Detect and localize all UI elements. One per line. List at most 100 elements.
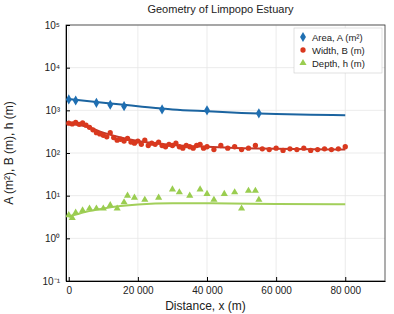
- y-tick-label: 10⁰: [45, 233, 60, 244]
- x-tick-label: 0: [66, 285, 72, 296]
- point: [93, 98, 99, 108]
- point: [315, 147, 320, 152]
- x-axis-title: Distance, x (m): [165, 299, 246, 313]
- x-tick-mark: [276, 277, 277, 281]
- point: [121, 101, 127, 111]
- y-tick: 10⁵: [45, 20, 70, 31]
- point: [252, 187, 259, 193]
- point: [141, 196, 148, 202]
- y-tick-label: 10⁻¹: [43, 276, 61, 287]
- point: [255, 196, 262, 202]
- y-tick: 10¹: [46, 190, 70, 201]
- point: [159, 104, 165, 114]
- point: [120, 198, 127, 204]
- y-tick-mark: [66, 110, 70, 111]
- point: [273, 145, 278, 150]
- point: [301, 145, 306, 150]
- y-tick: 10⁻¹: [43, 276, 70, 287]
- legend-marker: [299, 59, 306, 65]
- point: [211, 147, 216, 152]
- legend-label: Width, B (m): [312, 45, 365, 56]
- y-axis-title: A (m²), B (m), h (m): [2, 101, 16, 204]
- fit-line: [69, 99, 345, 115]
- y-tick-mark: [66, 281, 70, 282]
- point: [253, 143, 258, 148]
- point: [329, 147, 334, 152]
- point: [79, 206, 86, 212]
- point: [142, 138, 147, 143]
- legend-marker: [300, 47, 305, 52]
- point: [204, 144, 209, 149]
- point: [260, 146, 265, 151]
- point: [225, 145, 230, 150]
- point: [221, 190, 228, 196]
- point: [114, 204, 121, 210]
- point: [232, 144, 237, 149]
- x-tick: 20 000: [123, 277, 154, 296]
- point: [155, 194, 162, 200]
- plot-frame: [66, 25, 385, 281]
- point: [72, 209, 79, 215]
- point: [336, 146, 341, 151]
- legend-label: Area, A (m²): [312, 32, 363, 43]
- point: [267, 147, 272, 152]
- y-tick-mark: [66, 196, 70, 197]
- x-tick: 40 000: [192, 277, 223, 296]
- point: [66, 94, 72, 104]
- y-tick-label: 10²: [46, 148, 61, 159]
- point: [245, 187, 252, 193]
- point: [69, 214, 76, 220]
- point: [73, 95, 79, 105]
- grid-line: [207, 25, 208, 281]
- point: [246, 145, 251, 150]
- point: [210, 196, 217, 202]
- x-tick-mark: [138, 277, 139, 281]
- x-axis: 0 20 000 40 000 60 000 80 000: [66, 277, 385, 296]
- grid-line: [66, 153, 385, 154]
- point: [124, 192, 131, 198]
- x-tick-label: 80 000: [330, 285, 361, 296]
- y-tick: 10²: [46, 148, 70, 159]
- y-tick-mark: [66, 153, 70, 154]
- point: [308, 148, 313, 153]
- point: [343, 144, 348, 149]
- y-tick-label: 10⁴: [45, 62, 60, 73]
- point: [294, 147, 299, 152]
- point: [93, 204, 100, 210]
- point: [204, 105, 210, 115]
- title: Geometry of Limpopo Estuary: [147, 3, 294, 15]
- legend-label: Depth, h (m): [312, 58, 365, 69]
- y-tick: 10³: [46, 105, 70, 116]
- point: [239, 147, 244, 152]
- point: [104, 134, 109, 139]
- point: [139, 142, 144, 147]
- x-tick: 60 000: [261, 277, 292, 296]
- point: [186, 192, 193, 198]
- y-axis: 10⁻¹ 10⁰ 10¹ 10² 10³ 10⁴ 10⁵: [43, 20, 70, 287]
- legend-box: [294, 28, 382, 73]
- grid-line: [276, 25, 277, 281]
- point: [131, 194, 138, 200]
- point: [169, 185, 176, 191]
- point: [287, 146, 292, 151]
- x-tick-mark: [345, 277, 346, 281]
- y-tick-mark: [66, 68, 70, 69]
- legend: Area, A (m²) Width, B (m) Depth, h (m): [294, 28, 382, 73]
- point: [218, 143, 223, 148]
- x-axis-line: [67, 281, 386, 282]
- point: [322, 146, 327, 151]
- x-tick-mark: [207, 277, 208, 281]
- legend-marker: [300, 32, 306, 42]
- y-tick: 10⁰: [45, 233, 70, 244]
- plot-area: [66, 94, 348, 220]
- x-tick-label: 20 000: [123, 285, 154, 296]
- grid: [66, 25, 385, 281]
- point: [107, 201, 114, 207]
- point: [203, 190, 210, 196]
- y-tick: 10⁴: [45, 62, 70, 73]
- y-tick-label: 10¹: [46, 190, 61, 201]
- x-tick: 80 000: [330, 277, 361, 296]
- point: [231, 188, 238, 194]
- point: [197, 185, 204, 191]
- x-tick-mark: [69, 277, 70, 281]
